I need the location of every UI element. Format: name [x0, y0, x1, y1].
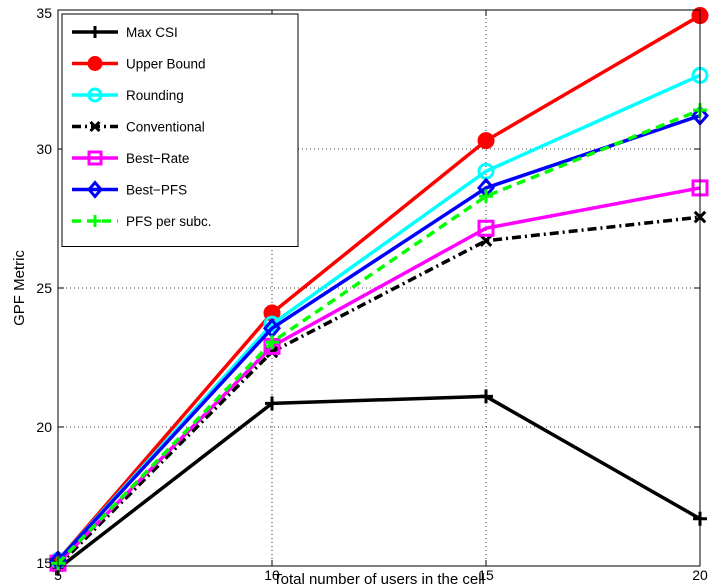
series-line: [56, 14, 701, 562]
legend-label: Best−Rate: [126, 151, 189, 166]
legend-label: Rounding: [126, 88, 184, 103]
legend-item: Best−PFS: [72, 180, 187, 199]
diamond-marker: [87, 180, 103, 199]
circle-marker: [87, 56, 103, 71]
legend-box: [61, 13, 299, 247]
y-axis-label: GPF Metric: [11, 250, 28, 326]
y-tick-label: 30: [36, 141, 52, 157]
x-tick-label: 15: [478, 567, 494, 583]
series-line: [56, 394, 701, 571]
plus-marker: [265, 335, 279, 350]
series-conventional: [51, 210, 707, 573]
x-tick-label: 5: [54, 567, 62, 583]
legend-label: Conventional: [126, 120, 205, 135]
legend-item: Rounding: [72, 87, 184, 103]
plus-marker: [479, 389, 493, 404]
y-tick-label: 20: [36, 419, 52, 435]
y-tick-label: 15: [36, 555, 52, 571]
square-marker: [477, 219, 495, 237]
legend-label: PFS per subc.: [126, 214, 212, 229]
circle-marker: [87, 87, 103, 103]
plus-marker: [89, 26, 101, 38]
series-line: [56, 215, 701, 568]
axis-ticks: 5 10 15 20 15 20 25 30 35: [36, 5, 708, 583]
circle-marker: [477, 132, 495, 150]
legend: Max CSI Upper Bound Rounding Conventional Be…: [61, 13, 299, 247]
square-marker: [87, 150, 103, 166]
plus-marker: [265, 396, 279, 411]
y-tick-label: 25: [36, 280, 52, 296]
plus-marker: [479, 189, 493, 204]
legend-item: Upper Bound: [72, 56, 206, 72]
plus-marker: [89, 215, 101, 227]
series-max-csi: [51, 389, 707, 576]
x-tick-label: 20: [692, 567, 708, 583]
legend-item: Conventional: [72, 120, 205, 135]
x-tick-label: 10: [264, 567, 280, 583]
x-marker: [89, 120, 101, 133]
y-tick-label: 35: [36, 5, 52, 21]
x-marker: [479, 234, 493, 248]
series-line: [56, 108, 701, 565]
legend-label: Upper Bound: [126, 57, 206, 72]
x-axis-label: Total number of users in the cell: [273, 571, 485, 586]
legend-item: Best−Rate: [72, 150, 189, 166]
legend-item: PFS per subc.: [72, 214, 212, 229]
legend-label: Max CSI: [126, 25, 178, 40]
legend-item: Max CSI: [72, 25, 178, 40]
legend-label: Best−PFS: [126, 183, 187, 198]
series-layer: [49, 7, 709, 576]
